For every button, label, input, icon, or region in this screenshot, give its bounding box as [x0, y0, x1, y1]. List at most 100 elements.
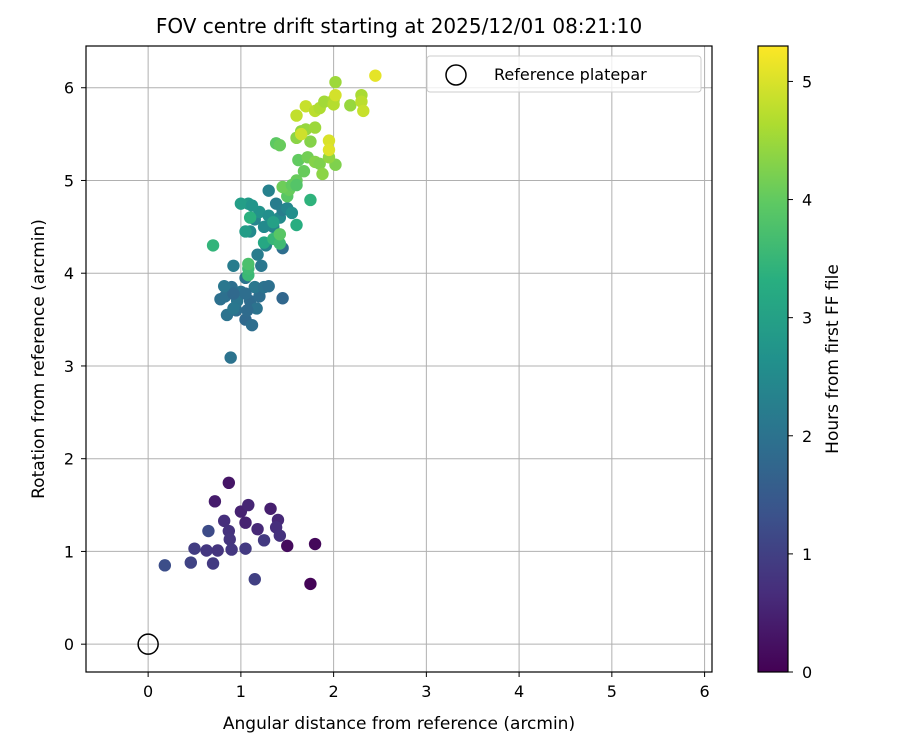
- colorbar-ticks: 0 1 2 3 4 5: [788, 72, 812, 682]
- x-tick-label: 5: [607, 682, 617, 701]
- data-point: [304, 577, 317, 591]
- data-point: [206, 557, 220, 570]
- data-point: [239, 542, 252, 555]
- data-point: [308, 121, 322, 134]
- colorbar-label: Hours from first FF file: [823, 264, 843, 454]
- data-point: [257, 220, 271, 234]
- data-point: [264, 502, 277, 515]
- colorbar-tick-label: 3: [802, 309, 812, 328]
- data-point: [304, 135, 317, 148]
- data-point: [304, 193, 317, 207]
- data-point: [248, 573, 261, 586]
- chart-title: FOV centre drift starting at 2025/12/01 …: [156, 14, 642, 38]
- data-point: [299, 100, 312, 113]
- data-point: [225, 543, 238, 556]
- data-point: [202, 524, 215, 538]
- x-tick-label: 6: [699, 682, 709, 701]
- x-tick-label: 2: [329, 682, 339, 701]
- data-point: [322, 143, 336, 157]
- data-point: [200, 544, 213, 557]
- x-axis-ticks: 0 1 2 3 4 5 6: [143, 672, 710, 701]
- data-point: [262, 279, 275, 293]
- data-point: [273, 228, 287, 241]
- scatter-points: [158, 69, 382, 591]
- data-point: [316, 167, 329, 181]
- data-point: [267, 216, 280, 229]
- data-point: [241, 304, 254, 317]
- data-point: [369, 69, 382, 82]
- y-tick-label: 2: [64, 450, 74, 469]
- data-point: [251, 522, 264, 536]
- data-point: [239, 287, 252, 300]
- y-axis-label: Rotation from reference (arcmin): [29, 219, 49, 499]
- colorbar-tick-label: 2: [802, 427, 812, 446]
- data-point: [188, 542, 201, 555]
- data-point: [206, 239, 220, 252]
- plot-frame: [85, 45, 713, 673]
- data-point: [290, 178, 303, 192]
- data-point: [234, 197, 248, 210]
- x-axis-label: Angular distance from reference (arcmin): [223, 714, 575, 734]
- data-point: [273, 529, 287, 542]
- colorbar-gradient: [757, 45, 789, 673]
- data-point: [211, 544, 224, 557]
- y-tick-label: 1: [64, 542, 74, 561]
- data-point: [239, 225, 252, 238]
- data-point: [273, 139, 287, 152]
- grid: [86, 46, 712, 672]
- legend-entry: Reference platepar: [494, 65, 647, 84]
- data-point: [227, 287, 240, 300]
- data-point: [224, 351, 237, 364]
- data-point: [158, 559, 172, 572]
- data-point: [357, 104, 370, 118]
- data-point: [242, 498, 255, 512]
- data-point: [248, 280, 261, 294]
- legend-box: [426, 55, 702, 93]
- data-point: [208, 495, 222, 508]
- data-point: [322, 134, 336, 147]
- data-point: [217, 279, 231, 293]
- data-point: [245, 199, 259, 212]
- data-point: [276, 292, 289, 305]
- data-point: [313, 157, 326, 170]
- y-tick-label: 0: [64, 635, 74, 654]
- data-point: [184, 556, 197, 569]
- data-point: [262, 184, 275, 197]
- data-point: [223, 533, 236, 546]
- data-point: [253, 290, 266, 303]
- data-point: [242, 257, 255, 271]
- data-point: [222, 476, 236, 490]
- data-point: [257, 236, 271, 249]
- legend: Reference platepar: [426, 55, 702, 93]
- colorbar-tick-label: 4: [802, 191, 812, 210]
- data-point: [217, 514, 231, 528]
- data-point: [329, 75, 342, 89]
- data-point: [329, 88, 342, 102]
- data-point: [355, 95, 368, 108]
- x-tick-label: 4: [514, 682, 524, 701]
- x-tick-label: 3: [421, 682, 431, 701]
- data-point: [273, 237, 287, 250]
- data-point: [285, 206, 299, 220]
- data-point: [214, 292, 227, 306]
- data-point: [297, 165, 311, 178]
- data-point: [290, 218, 303, 232]
- y-tick-label: 4: [64, 264, 74, 283]
- data-point: [257, 534, 271, 547]
- data-point: [344, 99, 357, 112]
- y-axis-ticks: 0 1 2 3 4 5 6: [64, 79, 86, 654]
- data-point: [227, 259, 240, 272]
- data-point: [276, 180, 289, 194]
- data-point: [294, 127, 308, 141]
- reference-platepar-marker: [137, 633, 159, 655]
- data-point: [290, 109, 303, 122]
- x-tick-label: 0: [143, 682, 153, 701]
- colorbar-tick-label: 0: [802, 663, 812, 682]
- reference-point: [137, 633, 159, 655]
- data-point: [327, 98, 340, 111]
- data-point: [243, 211, 257, 224]
- x-tick-label: 1: [236, 682, 246, 701]
- data-point: [227, 302, 240, 315]
- colorbar: 0 1 2 3 4 5 Hours from first FF file: [757, 45, 843, 682]
